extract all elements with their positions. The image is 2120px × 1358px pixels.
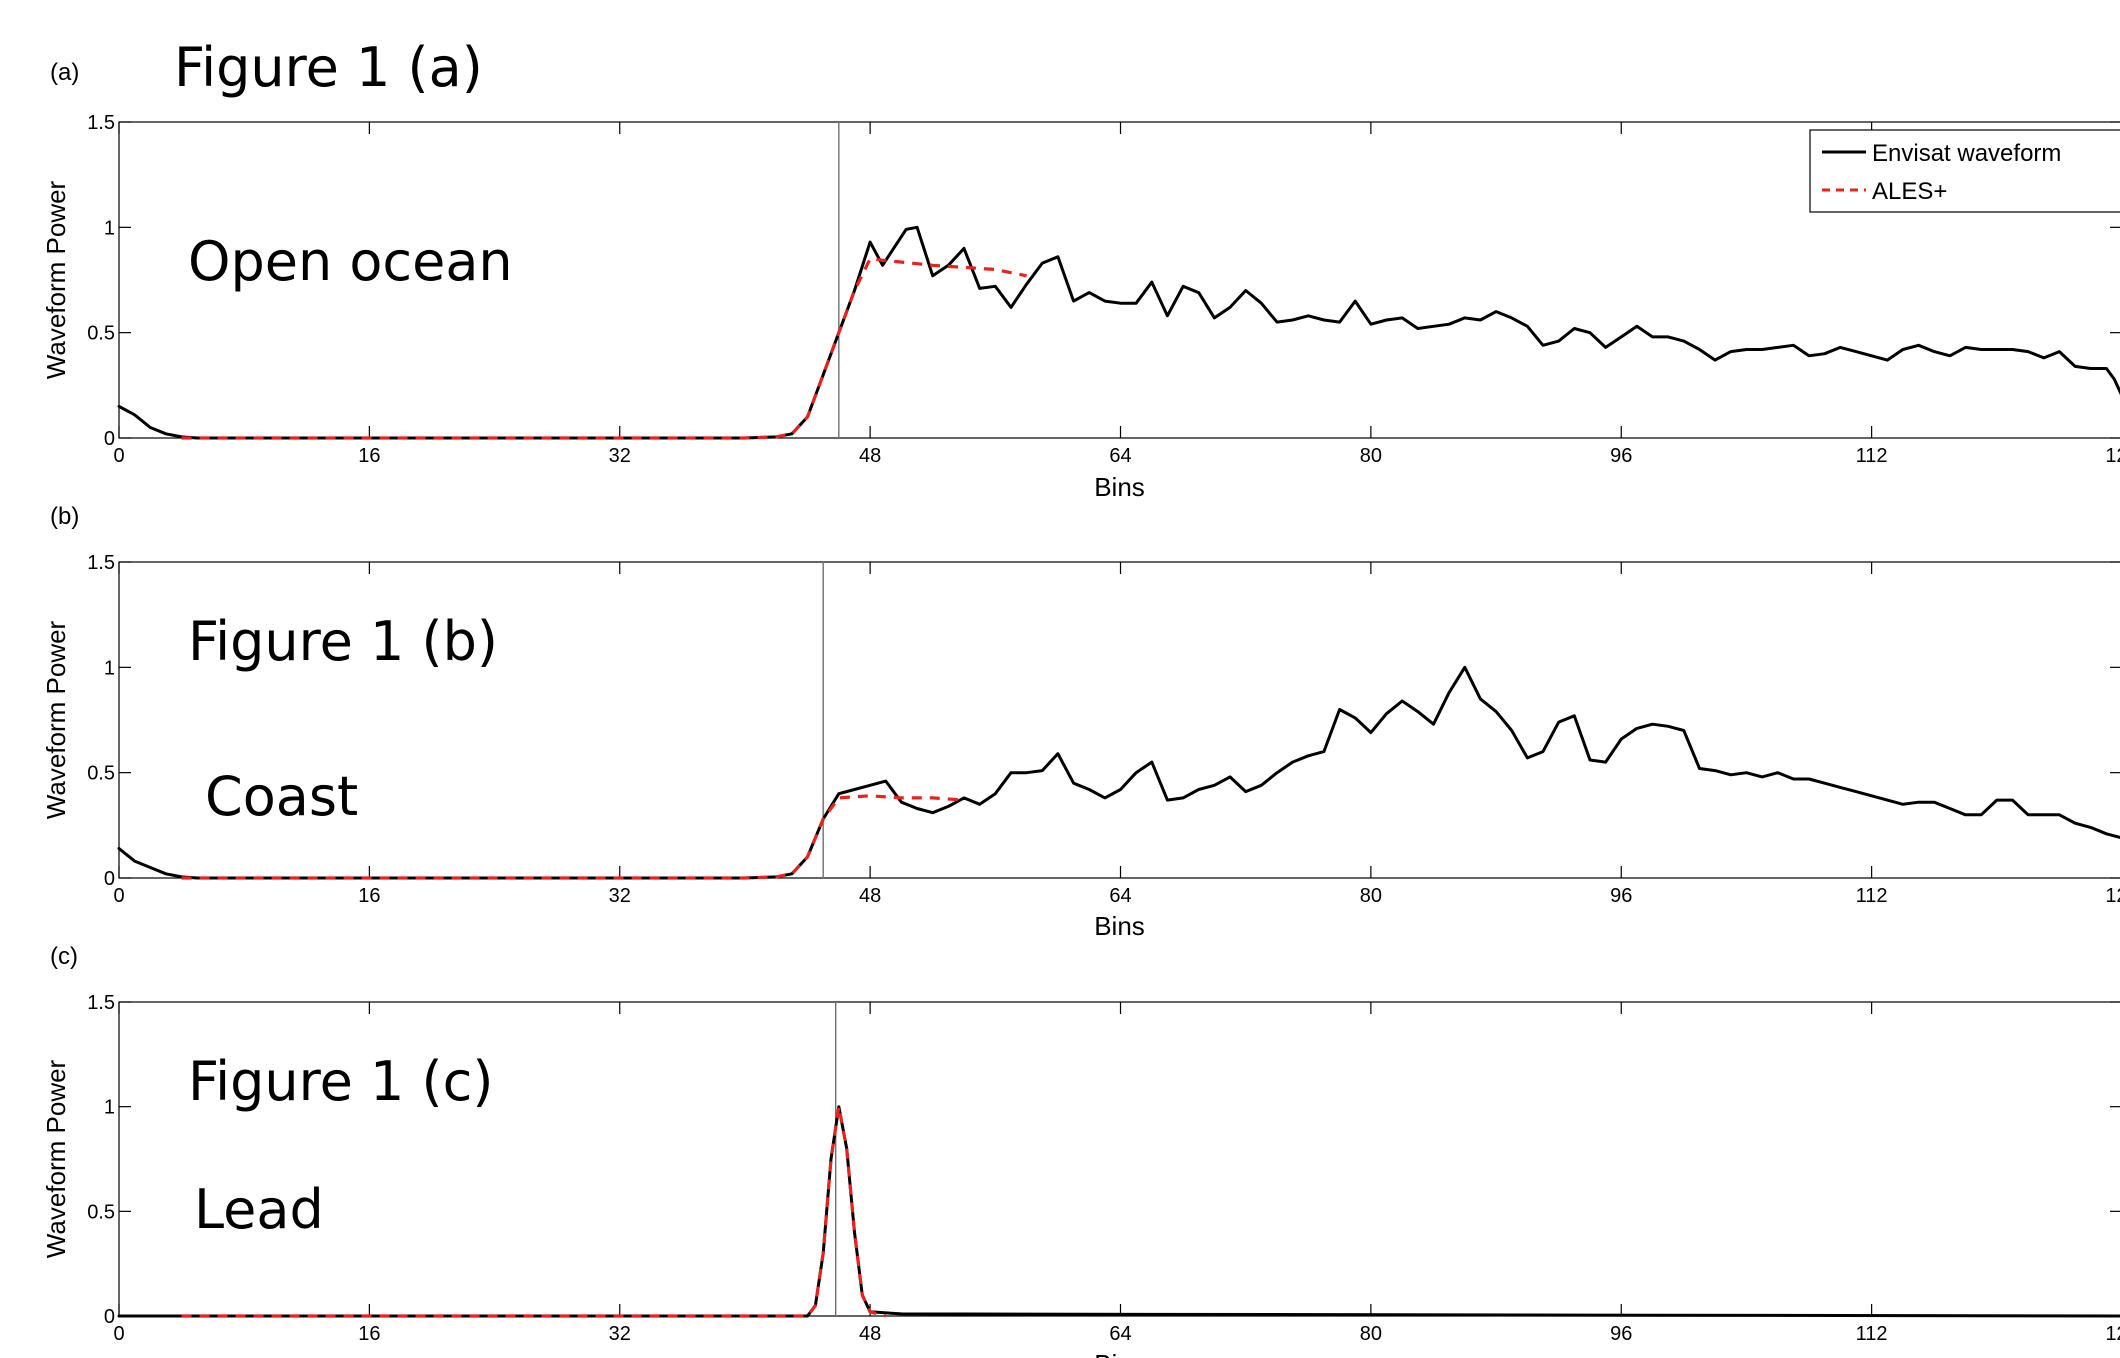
y-tick-label: 1 [104, 1097, 115, 1119]
x-tick-label: 64 [1109, 445, 1131, 467]
x-tick-label: 16 [358, 445, 380, 467]
overlay-label: Figure 1 (c) [188, 1050, 493, 1113]
chart-panel-3: 0 16 32 48 64 80 96 112 128 0 0.5 1 1.5 Bins Waveform … [41, 943, 2120, 1358]
x-axis-label: Bins [1094, 911, 1145, 941]
overlay-label: Lead [194, 1178, 324, 1241]
y-tick-label: 1.5 [87, 552, 115, 574]
x-tick-label: 80 [1360, 885, 1382, 907]
legend: Envisat waveform ALES+ [1809, 129, 2120, 213]
series-line-envisat [117, 1105, 2120, 1318]
x-axis-label: Bins [1094, 472, 1145, 502]
x-tick-label: 0 [113, 445, 124, 467]
x-tick-label: 64 [1109, 885, 1131, 907]
series-line-envisat [117, 665, 2120, 880]
y-tick-label: 1.5 [87, 112, 115, 134]
y-tick-label: 0 [104, 1306, 115, 1328]
x-tick-label: 16 [358, 885, 380, 907]
x-tick-label: 48 [859, 1323, 881, 1345]
panel-letter: (b) [50, 503, 79, 530]
x-tick-label: 128 [2105, 1323, 2120, 1345]
x-tick-label: 32 [609, 445, 631, 467]
x-tick-label: 80 [1360, 445, 1382, 467]
panel-letter: (c) [50, 943, 78, 970]
legend-box [1809, 129, 2120, 213]
x-tick-label: 112 [1856, 1323, 1888, 1345]
chart-panel-2: 0 16 32 48 64 80 96 112 128 0 0.5 1 1.5 Bins Waveform … [41, 503, 2120, 941]
x-tick-label: 64 [1109, 1323, 1131, 1345]
x-tick-label: 32 [609, 1323, 631, 1345]
overlay-label: Open ocean [188, 230, 513, 293]
y-tick-label: 0 [104, 428, 115, 450]
y-tick-label: 0.5 [87, 1201, 115, 1223]
overlay-label: Figure 1 (b) [188, 610, 498, 673]
x-tick-label: 96 [1610, 445, 1632, 467]
x-tick-label: 80 [1360, 1323, 1382, 1345]
y-tick-label: 0.5 [87, 323, 115, 345]
legend-entry: Envisat waveform [1872, 140, 2061, 167]
overlay-label: Figure 1 (a) [174, 36, 483, 99]
x-tick-label: 48 [859, 445, 881, 467]
y-axis-label: Waveform Power [41, 1059, 71, 1258]
x-tick-label: 32 [609, 885, 631, 907]
y-tick-label: 0 [104, 868, 115, 890]
x-tick-label: 96 [1610, 885, 1632, 907]
y-tick-label: 1 [104, 657, 115, 679]
y-tick-label: 1 [104, 217, 115, 239]
chart-panel-1: 0 16 32 48 64 80 96 112 128 0 0.5 1 1.5 Bins Waveform … [41, 36, 2120, 502]
x-tick-label: 112 [1856, 885, 1888, 907]
panel-letter: (a) [50, 59, 79, 86]
y-tick-label: 1.5 [87, 992, 115, 1014]
y-axis-label: Waveform Power [41, 180, 71, 379]
y-axis-label: Waveform Power [41, 620, 71, 819]
series-line-envisat [117, 225, 2120, 440]
series-line-ales [181, 794, 965, 880]
overlay-label: Coast [205, 765, 358, 828]
legend-entry: ALES+ [1872, 178, 1947, 205]
x-tick-label: 128 [2105, 445, 2120, 467]
x-tick-label: 16 [358, 1323, 380, 1345]
x-tick-label: 0 [113, 1323, 124, 1345]
x-tick-label: 0 [113, 885, 124, 907]
x-tick-label: 112 [1856, 445, 1888, 467]
x-tick-label: 128 [2105, 885, 2120, 907]
x-tick-label: 96 [1610, 1323, 1632, 1345]
x-axis-label: Bins [1094, 1349, 1145, 1358]
series-line-ales [181, 1105, 887, 1318]
x-tick-label: 48 [859, 885, 881, 907]
y-tick-label: 0.5 [87, 763, 115, 785]
